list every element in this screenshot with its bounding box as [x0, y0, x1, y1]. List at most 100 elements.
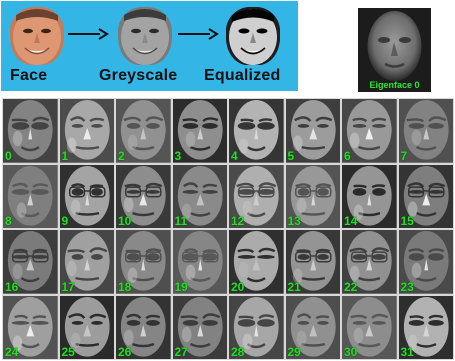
eigenface-tile: 7: [397, 98, 454, 164]
eigenface-index: 27: [174, 345, 188, 359]
eigenface-index: 16: [5, 279, 19, 294]
eigenface-image: [116, 230, 171, 294]
eigenface-tile: 9: [58, 163, 115, 229]
eigenface-index: 9: [61, 214, 69, 228]
eigenface-tile: 26: [115, 294, 172, 360]
eigenface-image: [3, 295, 58, 359]
eigenface-image: [285, 164, 340, 228]
eigenface-image: [59, 295, 114, 359]
eigenface-image: [398, 164, 453, 228]
eigenface-tile: 15: [397, 163, 454, 229]
eigenface-grid: 0 1 2 3: [2, 98, 454, 360]
eigenface-tile: 12: [228, 163, 285, 229]
eigenface-tile: 22: [341, 229, 398, 295]
label-face: Face: [10, 67, 48, 84]
eigenface-index: 10: [118, 214, 132, 228]
label-equalized: Equalized: [204, 67, 281, 84]
eigenface-image: [342, 295, 397, 359]
eigenface-index: 13: [287, 214, 301, 228]
eigenface-tile: 17: [58, 229, 115, 295]
eigenface-tile: 5: [284, 98, 341, 164]
eigenface-tile: 3: [171, 98, 228, 164]
eigenface-image: [342, 230, 397, 294]
eigenface-image: [398, 99, 453, 163]
eigenface-tile: 24: [2, 294, 59, 360]
eigenface-index: 15: [400, 214, 414, 228]
eigenface-image: [229, 295, 284, 359]
eigenface-index: 4: [231, 148, 238, 163]
eigenface-tile: 4: [228, 98, 285, 164]
eigenface-index: 18: [118, 279, 132, 294]
eigenface-image: [285, 230, 340, 294]
eigenface-index: 3: [174, 148, 182, 163]
eigenface-index: 23: [400, 279, 414, 294]
eigenface-image: [172, 164, 227, 228]
eigenface-image: [116, 295, 171, 359]
eigenface-index: 6: [344, 148, 351, 163]
eigenface-tile: 21: [284, 229, 341, 295]
eigenface-tile: 29: [284, 294, 341, 360]
eigenface-index: 2: [118, 148, 125, 163]
eigenface-tile: 30: [341, 294, 398, 360]
label-greyscale: Greyscale: [99, 67, 178, 84]
eigenface-image: [342, 99, 397, 163]
eigenface-image: [3, 230, 58, 294]
eigenface-image: [59, 99, 114, 163]
eigenface-tile: 23: [397, 229, 454, 295]
mean-eigenface: Eigenface 0: [358, 8, 431, 92]
eigenface-tile: 27: [171, 294, 228, 360]
eigenface-image: [59, 164, 114, 228]
eigenface-image: [398, 295, 453, 359]
eigenface-index: 25: [61, 345, 75, 359]
eigenface-image: [59, 230, 114, 294]
eigenface-tile: 6: [341, 98, 398, 164]
eigenface-index: 1: [61, 148, 69, 163]
eigenface-index: 29: [287, 345, 301, 359]
eigenface-image: [172, 295, 227, 359]
eigenface-tile: 13: [284, 163, 341, 229]
eigenface-caption: Eigenface 0: [369, 80, 420, 90]
eigenface-image: [116, 99, 171, 163]
eigenface-index: 12: [231, 214, 245, 228]
eigenface-tile: 1: [58, 98, 115, 164]
eigenface-image: [3, 99, 58, 163]
eigenface-tile: 8: [2, 163, 59, 229]
eigenface-index: 26: [118, 345, 132, 359]
eigenface-tile: 19: [171, 229, 228, 295]
eigenface-tile: 20: [228, 229, 285, 295]
face-color-image: [10, 7, 64, 65]
arrow-right-icon: [178, 28, 219, 40]
eigenface-index: 17: [61, 279, 75, 294]
eigenface-tile: 28: [228, 294, 285, 360]
eigenface-index: 5: [287, 148, 295, 163]
eigenface-index: 20: [231, 279, 245, 294]
eigenface-tile: 14: [341, 163, 398, 229]
eigenface-index: 31: [400, 345, 414, 359]
face-greyscale-image: [118, 7, 172, 65]
eigenface-tile: 2: [115, 98, 172, 164]
eigenface-index: 11: [174, 214, 188, 228]
eigenface-tile: 31: [397, 294, 454, 360]
eigenface-index: 8: [5, 214, 12, 228]
eigenface-image: [3, 164, 58, 228]
eigenface-tile: 16: [2, 229, 59, 295]
eigenface-image: [229, 99, 284, 163]
eigenface-index: 0: [5, 148, 12, 163]
eigenface-index: 19: [174, 279, 188, 294]
eigenface-image: [285, 295, 340, 359]
eigenface-index: 24: [5, 345, 19, 359]
eigenface-image: [172, 99, 227, 163]
eigenface-image: [229, 230, 284, 294]
eigenface-image: [285, 99, 340, 163]
face-equalized-image: [226, 7, 280, 65]
eigenface-tile: 10: [115, 163, 172, 229]
eigenface-image: [342, 164, 397, 228]
eigenface-image: [398, 230, 453, 294]
eigenface-index: 28: [231, 345, 245, 359]
eigenface-image: [172, 230, 227, 294]
arrow-right-icon: [68, 28, 109, 40]
eigenface-index: 22: [344, 279, 358, 294]
eigenface-image: [116, 164, 171, 228]
eigenface-index: 21: [287, 279, 301, 294]
eigenface-tile: 0: [2, 98, 59, 164]
